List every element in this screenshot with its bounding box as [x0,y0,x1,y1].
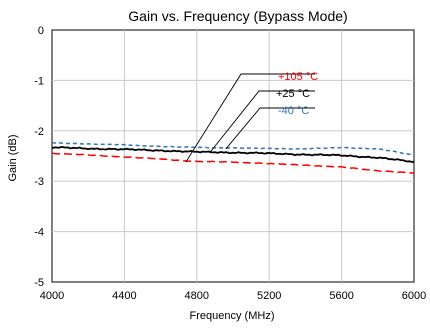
chart-title: Gain vs. Frequency (Bypass Mode) [128,8,347,24]
plot-frame [51,29,415,283]
legend-leader-line [225,107,315,150]
y-tick-label: -1 [34,75,44,87]
x-tick-label: 5600 [329,290,353,302]
y-tick-label: -4 [34,227,44,239]
legend-label-plus-105c: +105 °C [278,71,318,83]
y-axis-label: Gain (dB) [7,134,19,181]
x-tick-label: 6000 [402,290,426,302]
y-tick-label: -2 [34,126,44,138]
tick-labels: 4000 4400 4800 5200 5600 6000 0 -1 -2 -3 -4 -5 [34,25,426,302]
x-axis-label: Frequency (MHz) [190,310,275,322]
x-tick-label: 5200 [257,290,281,302]
grid [51,29,415,283]
series-minus-40c-line [51,141,415,156]
series-plus-25c-line [51,146,415,163]
legend-label-plus-25c: +25 °C [276,88,310,100]
legend-leader-line [185,73,315,163]
x-tick-label: 4000 [40,290,64,302]
series-plus-105c-line [52,152,415,174]
y-tick-label: 0 [38,25,44,37]
y-tick-label: -3 [34,176,44,188]
x-tick-label: 4800 [185,290,209,302]
series-lines [51,141,415,174]
x-tick-label: 4400 [112,290,136,302]
y-tick-label: -5 [34,277,44,289]
legend-label-minus-40c: -40 °C [278,105,309,117]
legend-callouts: +105 °C +25 °C -40 °C [185,71,318,163]
legend-leader-line [209,90,315,154]
